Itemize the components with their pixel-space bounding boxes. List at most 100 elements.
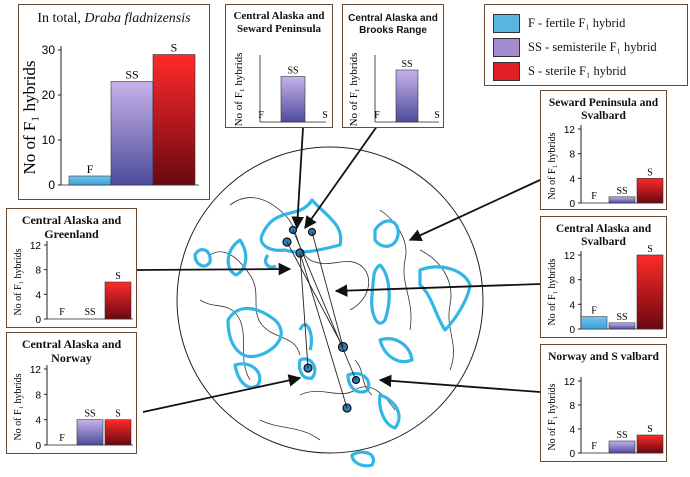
bar-label-f: F xyxy=(374,110,380,121)
y-axis-label: No of F₁ hybrids xyxy=(233,53,245,127)
bar-label-ss: SS xyxy=(84,307,95,318)
bar-label-ss: SS xyxy=(287,66,298,77)
chart-title: Central Alaska and Norway xyxy=(21,337,122,365)
legend-item-semisterile: SS - semisterile F₁ hybrid xyxy=(493,37,657,57)
y-tick-label: 8 xyxy=(569,276,575,287)
bar-f xyxy=(580,316,608,330)
bar-label-f: F xyxy=(59,307,65,318)
chart-title: In total, Draba fladnizensis xyxy=(37,11,191,26)
y-tick-label: 4 xyxy=(569,425,575,436)
bar-label-s: S xyxy=(322,110,328,121)
y-tick-label: 0 xyxy=(35,441,41,452)
legend-item-sterile: S - sterile F₁ hybrid xyxy=(493,61,626,81)
legend: F - fertile F₁ hybrid SS - semisterile F… xyxy=(484,4,688,86)
chart-total: In total, Draba fladnizensis No of F₁ hy… xyxy=(18,4,210,200)
bar-label-f: F xyxy=(87,162,94,176)
y-tick-label: 0 xyxy=(569,325,575,336)
sterile-swatch xyxy=(493,61,520,81)
y-tick-label: 0 xyxy=(35,315,41,326)
chart-title: Norway and S valbard xyxy=(548,351,659,363)
distribution-areas xyxy=(193,198,472,468)
y-tick-label: 0 xyxy=(569,449,575,460)
bar-label-s: S xyxy=(115,271,121,282)
y-axis-label: No of F₁ hybrids xyxy=(547,258,558,325)
bar-label-ss: SS xyxy=(616,312,627,323)
legend-label-sterile: S - sterile F₁ hybrid xyxy=(528,63,627,78)
bar-label-ss: SS xyxy=(84,409,95,420)
bar-ss xyxy=(608,322,636,330)
legend-item-fertile: F - fertile F₁ hybrid xyxy=(493,13,625,33)
bar-label-ss: SS xyxy=(125,68,138,82)
y-axis-label: No of F₁ hybrids xyxy=(13,373,24,440)
y-tick-label: 12 xyxy=(564,125,576,136)
bar-s xyxy=(152,54,196,186)
y-tick-label: 12 xyxy=(30,241,42,252)
chart-title: Central Alaska and Greenland xyxy=(21,213,122,241)
bar-s xyxy=(636,254,664,330)
bar-label-f: F xyxy=(591,191,597,202)
chart-central-alaska-brooks: Central Alaska and Brooks Range No of F₁… xyxy=(342,4,444,128)
pointer-arrows xyxy=(136,121,541,413)
bar-s xyxy=(636,178,664,204)
y-tick-label: 10 xyxy=(42,133,56,147)
bar-ss xyxy=(395,69,419,123)
bar-label-s: S xyxy=(647,244,653,255)
legend-label-fertile: F - fertile F₁ hybrid xyxy=(528,15,626,30)
bar-label-ss: SS xyxy=(401,59,412,70)
y-tick-label: 4 xyxy=(569,300,575,311)
y-axis-label: No of F₁ hybrids xyxy=(547,383,558,450)
y-tick-label: 4 xyxy=(35,290,41,301)
chart-title: Seward Peninsula and Svalbard xyxy=(548,97,659,123)
bar-label-s: S xyxy=(171,41,178,55)
y-axis-label: No of F₁ hybrids xyxy=(348,53,360,127)
y-tick-label: 0 xyxy=(569,199,575,210)
chart-central-alaska-greenland: Central Alaska and Greenland No of F₁ hy… xyxy=(6,208,137,328)
chart-central-alaska-svalbard: Central Alaska and Svalbard No of F₁ hyb… xyxy=(540,216,667,338)
bar-ss xyxy=(608,196,636,204)
y-axis-label: No of F₁ hybrids xyxy=(13,248,24,315)
bar-label-f: F xyxy=(258,110,264,121)
chart-title: Central Alaska and Seward Peninsula xyxy=(233,10,325,35)
y-tick-label: 12 xyxy=(564,377,576,388)
y-tick-label: 4 xyxy=(569,174,575,185)
y-tick-label: 12 xyxy=(30,365,42,376)
bar-label-ss: SS xyxy=(616,186,627,197)
bar-label-s: S xyxy=(647,424,653,435)
y-tick-label: 30 xyxy=(42,43,56,57)
bar-s xyxy=(104,419,132,446)
fertile-swatch xyxy=(493,13,520,33)
chart-seward-svalbard: Seward Peninsula and Svalbard No of F₁ h… xyxy=(540,90,667,210)
bar-label-f: F xyxy=(591,306,597,317)
y-tick-label: 8 xyxy=(569,150,575,161)
bar-label-s: S xyxy=(434,110,440,121)
y-axis-label: No of F₁ hybrids xyxy=(547,132,558,199)
bar-ss xyxy=(76,419,104,446)
bar-label-s: S xyxy=(647,167,653,178)
chart-title: Central Alaska and Brooks Range xyxy=(348,13,438,36)
bar-ss xyxy=(608,440,636,454)
y-tick-label: 8 xyxy=(569,401,575,412)
y-tick-label: 4 xyxy=(35,416,41,427)
semisterile-swatch xyxy=(493,37,520,57)
bar-label-f: F xyxy=(59,433,65,444)
bar-label-ss: SS xyxy=(616,430,627,441)
bar-label-s: S xyxy=(115,409,121,420)
bar-s xyxy=(636,434,664,454)
y-tick-label: 12 xyxy=(564,251,576,262)
legend-label-semisterile: SS - semisterile F₁ hybrid xyxy=(528,39,657,54)
bar-f xyxy=(68,175,112,186)
bar-label-f: F xyxy=(591,441,597,452)
chart-central-alaska-seward: Central Alaska and Seward Peninsula No o… xyxy=(225,4,333,128)
bar-ss xyxy=(280,76,306,123)
y-axis-label: No of F₁ hybrids xyxy=(20,60,39,174)
y-tick-label: 8 xyxy=(35,266,41,277)
